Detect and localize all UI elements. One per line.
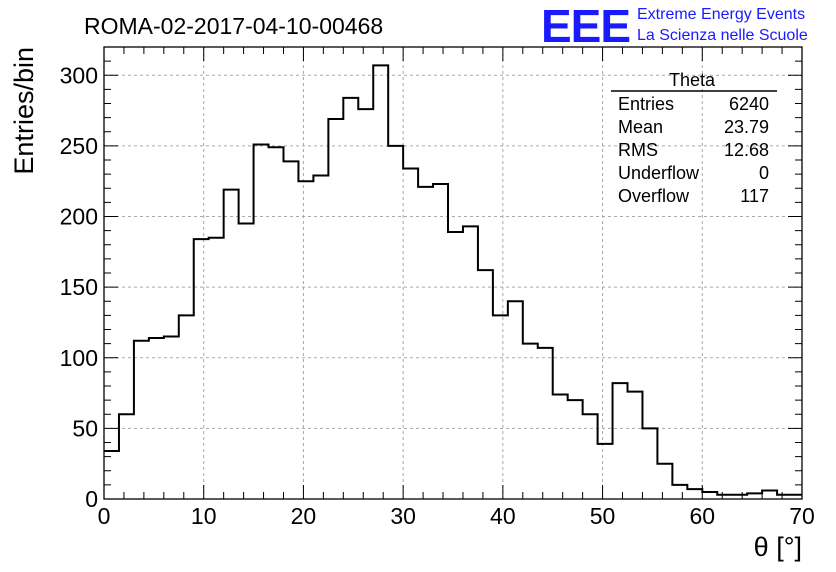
stats-row-value: 6240 (729, 94, 769, 114)
y-tick-label: 150 (60, 274, 98, 300)
grid-layer (104, 47, 802, 499)
x-tick-label: 70 (789, 503, 815, 529)
x-tick-label: 40 (490, 503, 516, 529)
axis-ticks (103, 46, 803, 500)
y-tick-labels: 0 50 100 150 200 250 300 (60, 62, 98, 512)
y-tick-label: 50 (72, 415, 98, 441)
stats-row-value: 0 (759, 163, 769, 183)
y-tick-label: 100 (60, 345, 98, 371)
y-tick-label: 250 (60, 133, 98, 159)
logo-letters: EEE (541, 0, 630, 52)
y-tick-label: 200 (60, 204, 98, 230)
x-tick-label: 60 (689, 503, 715, 529)
x-tick-labels: 0 10 20 30 40 50 60 70 (98, 503, 815, 529)
x-tick-label: 30 (390, 503, 416, 529)
stats-row-label: RMS (618, 140, 658, 160)
x-tick-label: 20 (291, 503, 317, 529)
stats-row-label: Underflow (618, 163, 700, 183)
eee-logo: EEE Extreme Energy Events La Scienza nel… (541, 0, 808, 52)
y-tick-label: 300 (60, 62, 98, 88)
x-tick-label: 50 (590, 503, 616, 529)
y-tick-label: 0 (85, 486, 98, 512)
x-tick-label: 0 (98, 503, 111, 529)
y-axis-title: Entries/bin (9, 47, 39, 175)
stats-box-title: Theta (669, 70, 716, 90)
stats-row-value: 12.68 (724, 140, 769, 160)
histogram-series-line (104, 64, 802, 496)
stats-row-label: Entries (618, 94, 674, 114)
run-title: ROMA-02-2017-04-10-00468 (84, 13, 383, 39)
stats-row-label: Mean (618, 117, 663, 137)
stats-row-label: Overflow (618, 186, 690, 206)
x-axis-title: θ [°] (754, 532, 802, 562)
logo-line-2: La Scienza nelle Scuole (637, 27, 808, 44)
stats-row-value: 117 (740, 186, 769, 206)
stats-box: Theta Entries 6240 Mean 23.79 RMS 12.68 Underf… (611, 70, 777, 206)
stats-row-value: 23.79 (724, 117, 769, 137)
stats-rows: Entries 6240 Mean 23.79 RMS 12.68 Underflow 0 Ov… (618, 94, 769, 206)
logo-line-1: Extreme Energy Events (637, 6, 805, 23)
x-tick-label: 10 (191, 503, 217, 529)
plot-frame (103, 46, 803, 500)
